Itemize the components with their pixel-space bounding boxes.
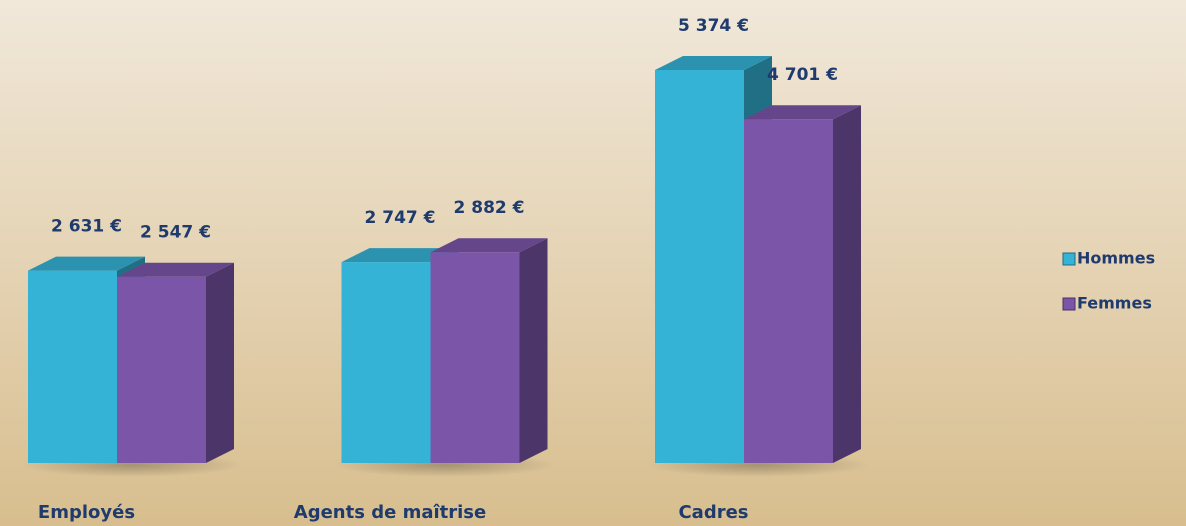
x-tick-label: Agents de maîtrise — [294, 502, 486, 523]
bar-side — [833, 105, 861, 463]
bar — [117, 276, 206, 463]
bar — [655, 70, 744, 463]
bar — [744, 119, 833, 463]
legend-label: Femmes — [1077, 294, 1152, 313]
bar-top — [341, 248, 459, 263]
bar-top — [655, 56, 772, 70]
bar — [28, 270, 117, 463]
value-label: 2 631 € — [51, 217, 122, 237]
value-label: 4 701 € — [767, 65, 838, 85]
x-tick-label: Cadres — [678, 502, 748, 523]
value-label: 2 882 € — [454, 198, 525, 218]
bar-3d — [430, 238, 548, 463]
value-label: 5 374 € — [678, 16, 749, 36]
bar — [341, 262, 431, 463]
bar-3d — [744, 105, 861, 463]
bar-top — [744, 105, 861, 120]
bar-top — [117, 262, 234, 277]
bar — [430, 252, 520, 463]
legend-swatch — [1062, 297, 1076, 311]
bar-3d — [117, 262, 234, 463]
value-label: 2 747 € — [365, 208, 436, 228]
legend-label: Hommes — [1077, 249, 1155, 268]
x-tick-label: Employés — [38, 502, 135, 523]
value-label: 2 547 € — [140, 223, 211, 243]
bar-top — [430, 238, 548, 253]
legend-swatch — [1062, 252, 1076, 266]
bar-side — [206, 262, 234, 463]
bar-side — [519, 238, 548, 463]
bar-top — [28, 256, 145, 271]
